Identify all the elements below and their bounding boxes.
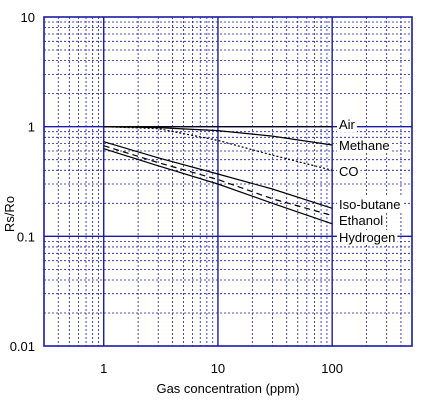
series-label-hydrogen: Hydrogen [339, 230, 395, 245]
series-lines [103, 126, 333, 225]
series-label-iso-butane: Iso-butane [339, 197, 400, 212]
x-axis-label: Gas concentration (ppm) [156, 381, 299, 396]
y-tick-label: 0.1 [17, 229, 35, 244]
series-label-bg [337, 230, 398, 245]
series-line-iso-butane [103, 141, 333, 209]
series-line-methane [103, 126, 333, 146]
y-axis-label: Rs/Ro [2, 196, 17, 232]
x-tick-label: 1 [100, 361, 107, 376]
grid-lines [43, 16, 413, 347]
series-label-bg [337, 164, 361, 179]
x-tick-label: 10 [211, 361, 225, 376]
tick-labels: 1 10 100 10 1 0.1 0.01 [10, 10, 343, 376]
y-tick-label: 0.01 [10, 339, 35, 354]
series-line-hydrogen [103, 148, 333, 225]
series-line-co [103, 126, 333, 171]
series-label-ethanol: Ethanol [339, 213, 383, 228]
series-label-air: Air [339, 117, 356, 132]
series-label-bg [337, 213, 386, 228]
x-tick-label: 100 [321, 361, 343, 376]
series-label-bg [337, 197, 403, 212]
series-label-bg [337, 117, 357, 132]
y-tick-label: 1 [28, 120, 35, 135]
series-label-methane: Methane [339, 138, 390, 153]
series-label-bg [337, 138, 392, 153]
y-tick-label: 10 [21, 10, 35, 25]
plot-frame [43, 16, 413, 347]
series-label-co: CO [339, 164, 359, 179]
